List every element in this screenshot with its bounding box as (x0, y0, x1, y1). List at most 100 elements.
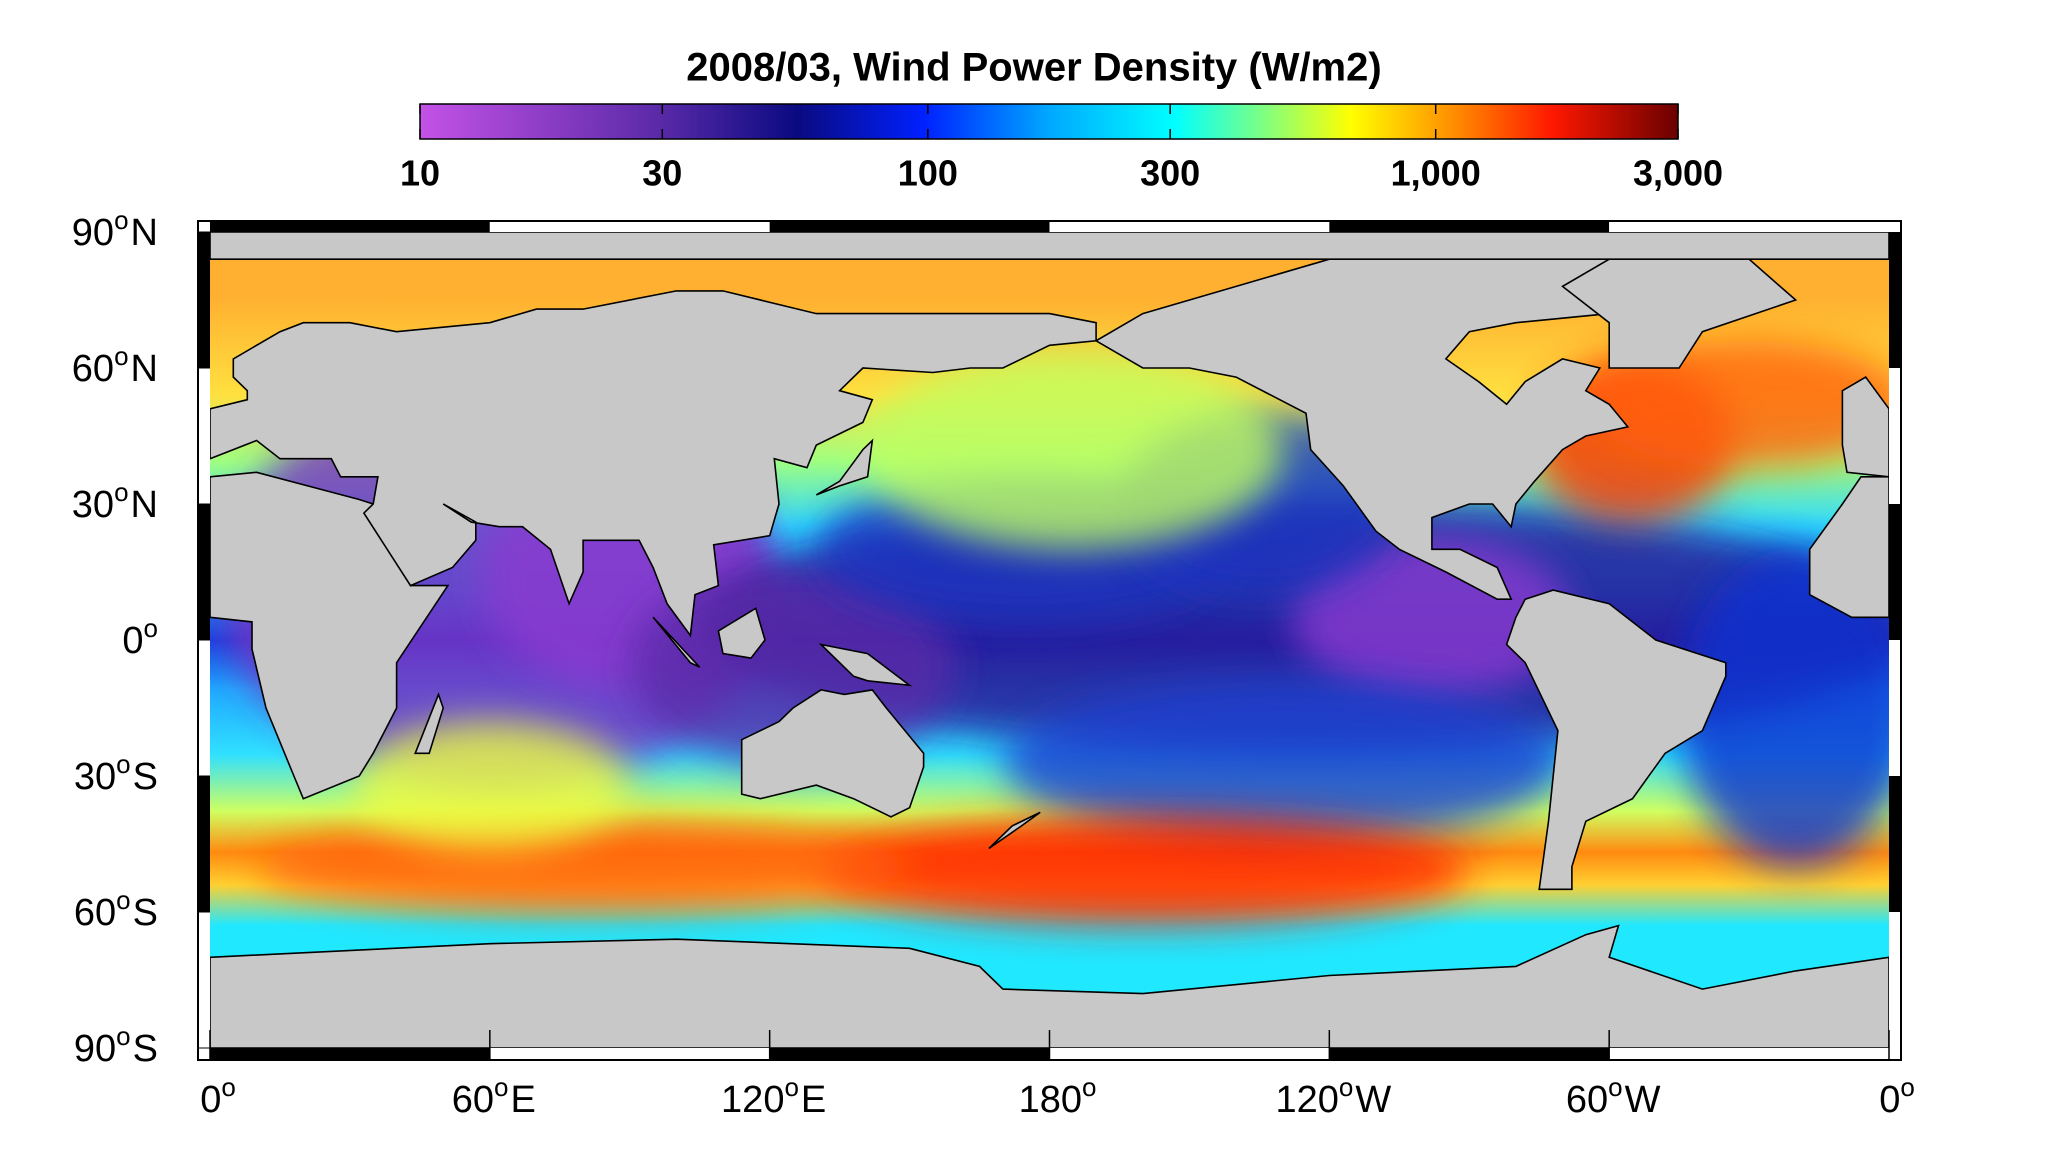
land (210, 290, 1097, 638)
label-part: 30 (74, 756, 116, 798)
land (210, 471, 450, 800)
land (815, 438, 874, 496)
frame-segment (769, 221, 1050, 232)
land (818, 643, 913, 687)
frame-segment (1889, 640, 1901, 776)
label-part: 90 (72, 212, 114, 254)
colorbar-tick-label: 1,000 (1391, 153, 1481, 194)
land (1505, 589, 1727, 891)
frame-segment (1049, 221, 1330, 232)
label-part: o (1082, 1072, 1096, 1102)
label-part: 60 (72, 348, 114, 390)
frame-segment (1609, 1048, 1889, 1060)
label-part: o (116, 749, 130, 779)
label-part: S (133, 756, 158, 798)
lat-label: 60oN (72, 341, 158, 390)
colorbar-tick-label: 300 (1140, 153, 1200, 194)
frame-segment (769, 1048, 1050, 1060)
land (1094, 258, 1630, 601)
frame-segment (1329, 221, 1610, 232)
frame-segment (198, 232, 210, 368)
land (988, 811, 1041, 850)
wind-blob (256, 821, 910, 912)
label-part: 90 (74, 1028, 116, 1070)
label-part: 60 (1566, 1079, 1608, 1121)
label-part: o (116, 885, 130, 915)
label-part: E (511, 1079, 536, 1121)
label-part: o (1339, 1072, 1353, 1102)
lat-label: 90oS (74, 1021, 158, 1070)
frame-segment (489, 1048, 770, 1060)
frame-segment (198, 368, 210, 504)
label-part: 0 (200, 1079, 221, 1121)
wind-blob (1003, 680, 1563, 844)
label-part: 0 (122, 620, 143, 662)
land (1841, 376, 1889, 478)
label-part: o (114, 477, 128, 507)
lon-label: 0o (1879, 1072, 1915, 1121)
label-part: N (131, 212, 158, 254)
label-part: 60 (74, 892, 116, 934)
lat-label: 60oS (74, 885, 158, 934)
label-part: S (133, 892, 158, 934)
title: 2008/03, Wind Power Density (W/m2) (686, 46, 1381, 90)
wind-blob (863, 349, 1283, 550)
wind-blob (816, 816, 1469, 926)
land (717, 607, 766, 659)
lon-label: 60oE (452, 1072, 536, 1121)
lon-label: 60oW (1566, 1072, 1661, 1121)
wind-blob (1679, 549, 1889, 867)
colorbar (419, 103, 1679, 140)
label-part: 30 (72, 484, 114, 526)
label-part: 120 (1275, 1079, 1338, 1121)
frame-segment (1049, 1048, 1330, 1060)
land (414, 692, 445, 755)
colorbar-tick-label: 3,000 (1633, 153, 1723, 194)
frame-segment (198, 640, 210, 776)
colorbar-tick-label: 100 (898, 153, 958, 194)
colorbar-tick-label: 30 (642, 153, 682, 194)
lat-label: 90oN (72, 205, 158, 254)
lon-label: 180o (1019, 1072, 1097, 1121)
frame-segment (1889, 368, 1901, 504)
label-part: o (114, 341, 128, 371)
label-part: 0 (1879, 1079, 1900, 1121)
label-part: o (114, 205, 128, 235)
frame-segment (1889, 504, 1901, 640)
lat-label: 30oN (72, 477, 158, 526)
land (210, 232, 1889, 261)
lon-label: 120oE (721, 1072, 826, 1121)
frame-segment (198, 776, 210, 912)
frame-segment (210, 1048, 490, 1060)
frame-segment (198, 912, 210, 1048)
label-part: o (1608, 1072, 1622, 1102)
frame-segment (1609, 221, 1889, 232)
label-part: o (494, 1072, 508, 1102)
land (652, 616, 701, 668)
lat-label: 0o (122, 613, 158, 662)
lon-label: 120oW (1275, 1072, 1391, 1121)
wind-blob (350, 721, 630, 849)
label-part: W (1625, 1079, 1661, 1121)
frame-segment (489, 221, 770, 232)
land (210, 924, 1889, 1048)
label-part: N (131, 484, 158, 526)
colorbar-tick-label: 10 (400, 153, 440, 194)
lat-label: 30oS (74, 749, 158, 798)
label-part: o (221, 1072, 235, 1102)
label-part: 60 (452, 1079, 494, 1121)
label-part: N (131, 348, 158, 390)
label-part: 120 (721, 1079, 784, 1121)
wind-blob (1586, 340, 1889, 468)
frame-segment (1329, 1048, 1610, 1060)
label-part: 180 (1019, 1079, 1082, 1121)
frame-segment (1889, 232, 1901, 368)
lon-label: 0o (200, 1072, 236, 1121)
frame-segment (210, 221, 490, 232)
label-part: o (144, 613, 158, 643)
frame-segment (198, 504, 210, 640)
label-part: o (116, 1021, 130, 1051)
land (740, 689, 925, 818)
label-part: o (1900, 1072, 1914, 1102)
